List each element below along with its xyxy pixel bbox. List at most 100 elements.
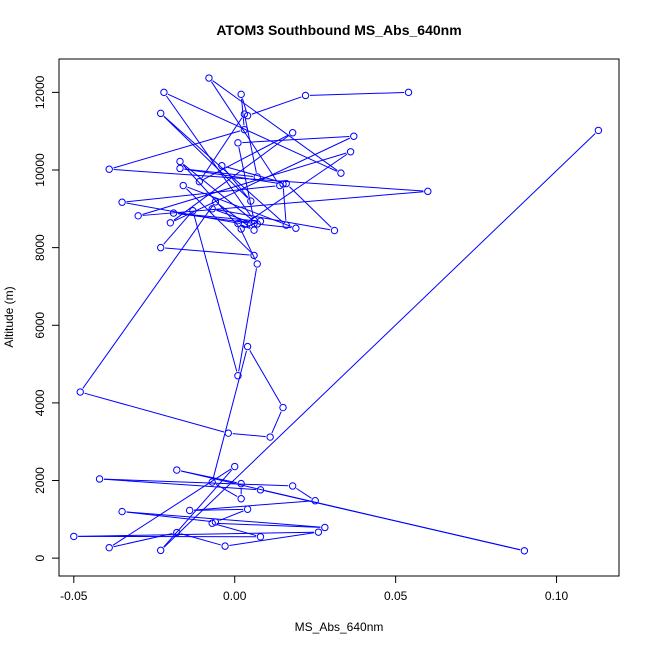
series-segment bbox=[309, 92, 405, 96]
data-point bbox=[173, 528, 181, 537]
y-tick-label: 0 bbox=[33, 554, 47, 561]
data-point bbox=[350, 132, 358, 140]
data-point bbox=[292, 224, 300, 232]
series-segment bbox=[218, 204, 251, 228]
y-tick-label: 2000 bbox=[33, 467, 47, 494]
series-segment bbox=[78, 531, 315, 537]
data-point bbox=[279, 403, 287, 412]
data-point bbox=[70, 532, 78, 541]
data-point bbox=[253, 220, 261, 228]
series-segment bbox=[271, 411, 282, 434]
series-segment bbox=[163, 213, 191, 245]
data-point bbox=[279, 180, 287, 188]
x-tick-label: 0.10 bbox=[545, 589, 569, 603]
data-point bbox=[594, 126, 603, 135]
data-point bbox=[311, 497, 319, 505]
series-segment bbox=[289, 186, 332, 228]
data-point bbox=[253, 173, 261, 181]
data-point bbox=[211, 198, 220, 206]
data-point bbox=[160, 88, 168, 97]
series-segment bbox=[126, 511, 212, 523]
series-segment bbox=[186, 188, 252, 253]
data-point bbox=[404, 88, 413, 97]
series-segment bbox=[112, 468, 232, 546]
y-tick-label: 4000 bbox=[33, 389, 47, 416]
data-point bbox=[105, 165, 113, 173]
data-point bbox=[169, 209, 178, 217]
data-point bbox=[253, 260, 261, 268]
series-segment bbox=[210, 81, 278, 183]
data-point bbox=[234, 372, 242, 380]
data-point bbox=[520, 547, 529, 555]
data-point bbox=[243, 505, 252, 513]
x-tick-label: 0.05 bbox=[384, 589, 408, 603]
series-segment bbox=[103, 478, 289, 487]
series-segment bbox=[264, 490, 521, 551]
series-segment bbox=[224, 168, 249, 198]
data-point bbox=[208, 519, 216, 527]
data-point bbox=[256, 533, 265, 541]
y-axis: 0 2000 4000 6000 8000 10000 12000 bbox=[33, 75, 60, 561]
data-point bbox=[247, 197, 255, 205]
data-point bbox=[243, 342, 252, 351]
data-point bbox=[205, 74, 213, 82]
data-lines bbox=[78, 80, 596, 551]
data-point bbox=[282, 179, 290, 188]
data-point bbox=[118, 198, 126, 206]
series-segment bbox=[232, 433, 266, 438]
series-segment bbox=[126, 185, 276, 203]
data-point bbox=[179, 181, 187, 190]
y-tick-label: 10000 bbox=[33, 153, 47, 187]
series-segment bbox=[84, 392, 225, 433]
y-tick-label: 12000 bbox=[33, 75, 47, 109]
series-segment bbox=[180, 533, 221, 546]
data-point bbox=[195, 177, 204, 186]
series-segment bbox=[219, 510, 244, 521]
data-points bbox=[70, 74, 603, 555]
data-point bbox=[346, 148, 355, 156]
data-point bbox=[173, 466, 181, 474]
series-segment bbox=[183, 163, 255, 222]
series-segment bbox=[177, 213, 250, 224]
data-point bbox=[157, 109, 165, 118]
data-point bbox=[234, 219, 242, 228]
series-segment bbox=[241, 98, 247, 112]
series-segment bbox=[194, 500, 311, 511]
series-segment bbox=[167, 93, 338, 172]
data-point bbox=[118, 507, 126, 516]
series-segment bbox=[282, 188, 287, 221]
data-point bbox=[240, 125, 249, 134]
data-point bbox=[234, 139, 242, 147]
data-point bbox=[185, 506, 194, 515]
data-point bbox=[95, 475, 104, 483]
series-segment bbox=[113, 533, 173, 548]
series-segment bbox=[229, 532, 315, 546]
data-point bbox=[288, 129, 297, 137]
x-axis-label: MS_Abs_640nm bbox=[295, 620, 384, 634]
series-segment bbox=[201, 117, 243, 179]
series-segment bbox=[113, 130, 241, 169]
x-axis: -0.05 0.00 0.05 0.10 bbox=[60, 575, 569, 603]
series-segment bbox=[216, 522, 321, 528]
data-point bbox=[157, 546, 165, 555]
data-point bbox=[76, 388, 84, 396]
series-segment bbox=[242, 135, 350, 144]
series-segment bbox=[212, 350, 247, 478]
series-segment bbox=[239, 227, 256, 261]
series-segment bbox=[182, 164, 239, 227]
series-segment bbox=[142, 152, 347, 216]
data-point bbox=[157, 243, 165, 252]
data-point bbox=[211, 518, 220, 526]
data-point bbox=[224, 429, 232, 437]
series-segment bbox=[165, 247, 250, 256]
data-point bbox=[288, 482, 297, 490]
series-segment bbox=[113, 169, 424, 192]
series-segment bbox=[163, 115, 284, 223]
chart-title: ATOM3 Southbound MS_Abs_640nm bbox=[216, 22, 461, 38]
data-point bbox=[134, 212, 142, 220]
data-point bbox=[208, 205, 216, 213]
data-point bbox=[314, 528, 323, 536]
data-point bbox=[266, 433, 274, 441]
data-point bbox=[256, 486, 265, 494]
